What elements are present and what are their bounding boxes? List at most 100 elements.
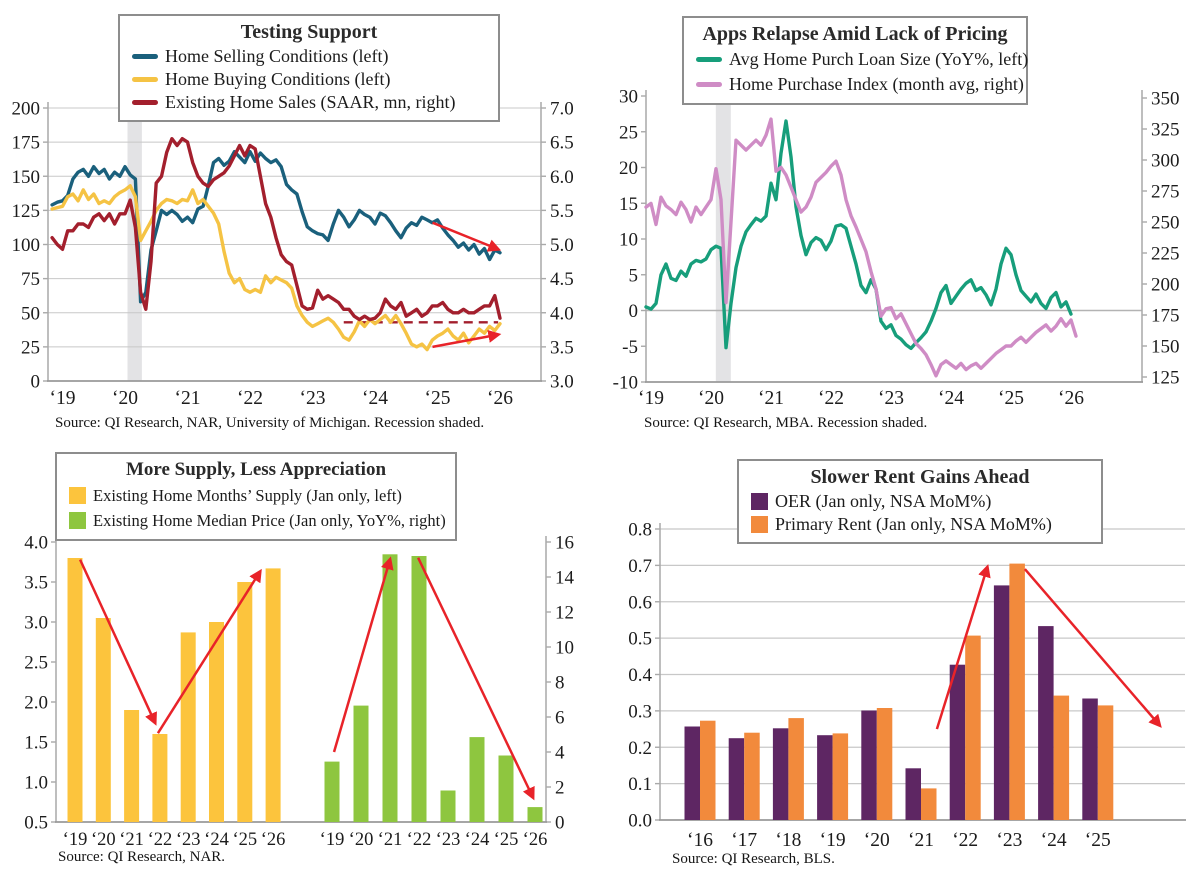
bar-median_price-‘26 [527,807,543,822]
right-axis-label: 10 [555,638,574,659]
bar-months_supply-‘23 [180,632,196,822]
bar-primary_rent-‘18 [788,718,804,820]
bar-median_price-‘20 [353,705,369,822]
chart-title: More Supply, Less Appreciation [125,459,387,480]
legend-label: Existing Home Months’ Supply (Jan only, … [93,486,402,505]
right-axis-label: 4.5 [550,269,574,290]
bar-months_supply-‘20 [95,618,111,822]
x-axis-label: ‘23 [436,830,461,850]
x-axis-label: ‘20 [864,830,890,851]
chart-title: Apps Relapse Amid Lack of Pricing [702,23,1008,45]
right-axis-label: 8 [555,673,565,694]
x-axis-label: ‘21 [175,388,201,409]
plot-more-supply: 4.0 3.5 3.0 2.5 2.0 1.5 1.0 0.5 16 14 12 10 8 6 4 2 0 ‘19… [24,533,574,851]
bar-months_supply-‘21 [124,710,140,822]
bar-oer-‘24 [1038,626,1054,820]
left-axis-label: 20 [619,158,638,179]
legend-label: Primary Rent (Jan only, NSA MoM%) [775,514,1052,534]
bar-oer-‘20 [861,710,877,820]
right-axis-label: 125 [1151,368,1180,389]
trend-arrow [1023,568,1162,728]
chart-more-supply: 4.0 3.5 3.0 2.5 2.0 1.5 1.0 0.5 16 14 12 10 8 6 4 2 0 ‘19… [0,440,600,878]
left-axis-label: -5 [622,337,638,358]
series-purchase_index-line [644,117,1078,378]
bar-primary_rent-‘19 [832,733,849,820]
x-axis-label: ‘25 [998,388,1024,409]
series-buying-line [50,184,502,352]
legend-box: Testing Support Home Selling Conditions … [118,14,500,122]
left-axis-label: 150 [12,167,41,188]
x-axis-label: ‘25 [494,830,519,850]
right-axis-label: 325 [1151,120,1180,141]
bar-primary_rent-‘20 [876,708,893,820]
bar-oer-‘18 [772,728,789,820]
left-axis-label: 0.5 [24,813,48,834]
bar-primary_rent-‘21 [921,788,937,820]
legend-label: Home Buying Conditions (left) [165,69,391,89]
x-axis-label: ‘24 [362,388,388,409]
x-axis-label: ‘22 [952,830,978,851]
x-axis-label: ‘21 [119,830,144,850]
legend-item-selling: Home Selling Conditions (left) [132,45,492,68]
bar-primary_rent-‘16 [700,720,716,820]
x-axis-label: ‘25 [232,830,257,850]
x-axis-label: ‘22 [407,830,432,850]
legend-swatch-median_price [69,512,86,529]
right-axis-label: 5.5 [550,201,574,222]
bar-months_supply-‘19 [67,558,83,822]
bar-months_supply-‘22 [152,734,168,822]
legend-box: Apps Relapse Amid Lack of Pricing Avg Ho… [682,16,1028,105]
x-axis-label: ‘20 [91,830,116,850]
right-axis-label: 12 [555,603,574,624]
source-note: Source: QI Research, NAR. [58,849,226,865]
plot-apps-relapse: 30 25 20 15 10 5 0 -5 -10 350 325 300 275 250 225 200 17… [613,87,1180,410]
right-axis-label: 2 [555,778,565,799]
legend-label: Home Selling Conditions (left) [165,46,389,66]
left-axis-label: 0.7 [628,556,652,577]
right-axis-label: 0 [555,813,565,834]
right-axis-label: 250 [1151,213,1180,234]
left-axis-label: 4.0 [24,533,48,554]
series-selling-line [50,149,502,304]
x-axis-label: ‘26 [261,830,286,850]
legend-item-months_supply: Existing Home Months’ Supply (Jan only, … [69,483,449,508]
bar-months_supply-‘26 [265,568,281,822]
left-axis-label: 175 [12,133,41,154]
bar-oer-‘16 [684,726,700,820]
legend-swatch-loan_size [696,57,722,62]
legend-item-loan_size: Avg Home Purch Loan Size (YoY%, left) [696,47,1028,72]
left-axis-label: 3.0 [24,613,48,634]
left-axis-label: 2.5 [24,653,48,674]
chart-testing-support: 200 175 150 125 100 75 50 25 0 7.0 6.5 6.0 5.5 5.0 4.5… [0,0,600,440]
x-axis-label: ‘20 [698,388,724,409]
x-axis-label: ‘21 [758,388,784,409]
trend-arrow [935,564,991,730]
legend-swatch-selling [132,54,158,59]
legend-label: Home Purchase Index (month avg, right) [729,74,1024,94]
right-axis-label: 175 [1151,306,1180,327]
bar-oer-‘21 [905,768,921,820]
legend-swatch-primary_rent [751,516,768,533]
left-axis-label: 5 [629,265,639,286]
trend-arrow [432,221,502,252]
left-axis-label: 15 [619,194,638,215]
bar-oer-‘25 [1082,698,1098,820]
x-axis-label: ‘21 [378,830,403,850]
bar-median_price-‘24 [469,737,485,822]
right-axis-label: 5.0 [550,235,574,256]
right-axis-label: 6.0 [550,167,574,188]
left-axis-label: 0.1 [628,774,652,795]
source-note: Source: QI Research, NAR, University of … [55,415,485,431]
legend-swatch-sales [132,100,158,105]
left-axis-label: 10 [619,230,638,251]
chart-title: Slower Rent Gains Ahead [810,466,1030,488]
right-axis-label: 3.5 [550,337,574,358]
source-note: Source: QI Research, BLS. [672,851,835,867]
bar-median_price-‘22 [411,556,427,822]
legend-item-sales: Existing Home Sales (SAAR, mn, right) [132,91,492,114]
x-axis-label: ‘23 [176,830,201,850]
series-loan_size-line [644,119,1073,351]
x-axis-label: ‘23 [300,388,326,409]
x-axis-label: ‘26 [487,388,513,409]
left-axis-label: 0 [31,372,41,393]
